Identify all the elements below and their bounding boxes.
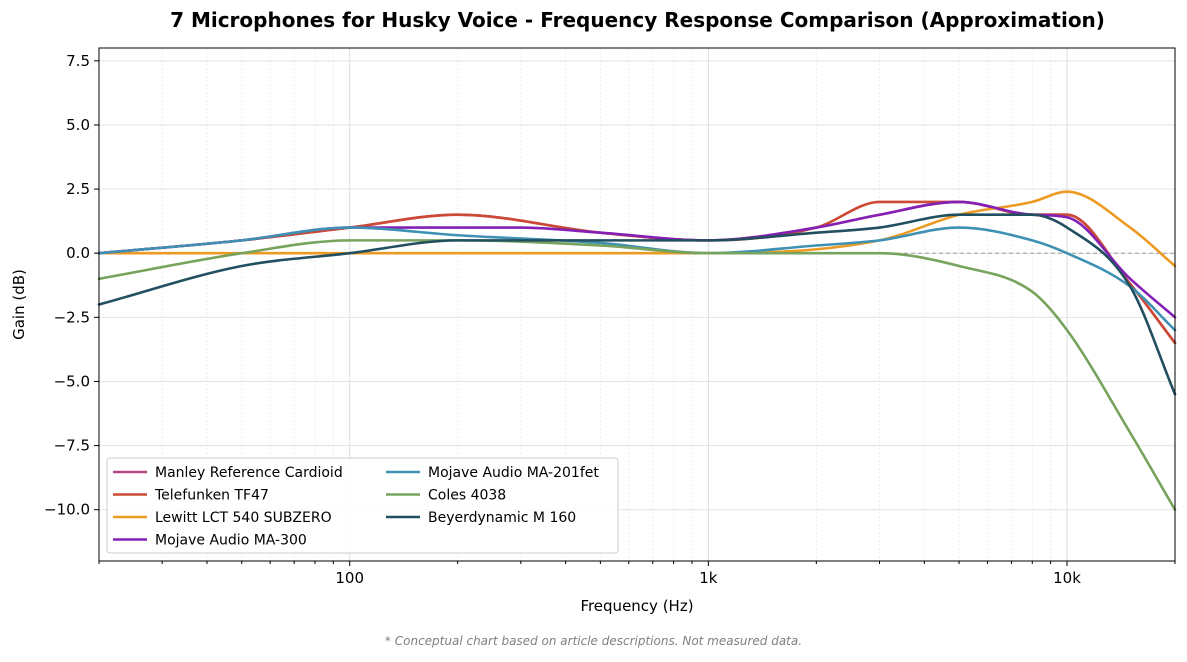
y-tick-label: 5.0 (66, 116, 90, 134)
series-lines (97, 190, 1177, 511)
legend-label-lewitt-lct-540-subzero: Lewitt LCT 540 SUBZERO (155, 510, 332, 526)
legend-label-coles-4038: Coles 4038 (428, 488, 506, 504)
y-tick-label: 7.5 (66, 52, 90, 70)
series-line-telefunken-tf47 (97, 200, 1177, 345)
series-line-coles-4038 (97, 239, 1177, 511)
series-line-manley-reference-cardioid (97, 200, 1177, 345)
y-tick-label: −2.5 (54, 308, 90, 326)
series-line-lewitt-lct-540-subzero (97, 190, 1177, 268)
series-line-mojave-audio-ma-300 (97, 200, 1177, 319)
legend-label-telefunken-tf47: Telefunken TF47 (154, 488, 269, 504)
y-tick-label: 2.5 (66, 180, 90, 198)
y-tick-label: −5.0 (54, 372, 90, 390)
chart-title: 7 Microphones for Husky Voice - Frequenc… (170, 8, 1105, 32)
y-tick-label: 0.0 (66, 244, 90, 262)
chart-footnote: * Conceptual chart based on article desc… (384, 634, 803, 648)
plot-frame (98, 47, 1176, 562)
legend-label-beyerdynamic-m-160: Beyerdynamic M 160 (428, 510, 576, 526)
x-tick-label: 10k (1053, 569, 1081, 587)
legend-label-manley-reference-cardioid: Manley Reference Cardioid (155, 465, 343, 481)
x-axis-label: Frequency (Hz) (580, 597, 693, 615)
series-line-beyerdynamic-m-160 (97, 213, 1177, 396)
y-tick-label: −7.5 (54, 437, 90, 455)
y-tick-label: −10.0 (44, 501, 90, 519)
axis-ticks: 100 1k 10k 7.5 5.0 2.5 0.0 −2.5 −5.0 −7.5 −10.0 (44, 52, 1176, 587)
x-tick-label: 1k (699, 569, 718, 587)
legend: Manley Reference Cardioid Telefunken TF47… (106, 457, 619, 554)
x-tick-label: 100 (335, 569, 364, 587)
legend-label-mojave-audio-ma-201fet: Mojave Audio MA-201fet (428, 465, 599, 481)
legend-label-mojave-audio-ma-300: Mojave Audio MA-300 (155, 533, 307, 549)
grid (98, 48, 1176, 561)
legend-box (106, 457, 619, 554)
series-line-mojave-audio-ma-201fet (97, 226, 1177, 332)
y-axis-label: Gain (dB) (10, 269, 28, 340)
